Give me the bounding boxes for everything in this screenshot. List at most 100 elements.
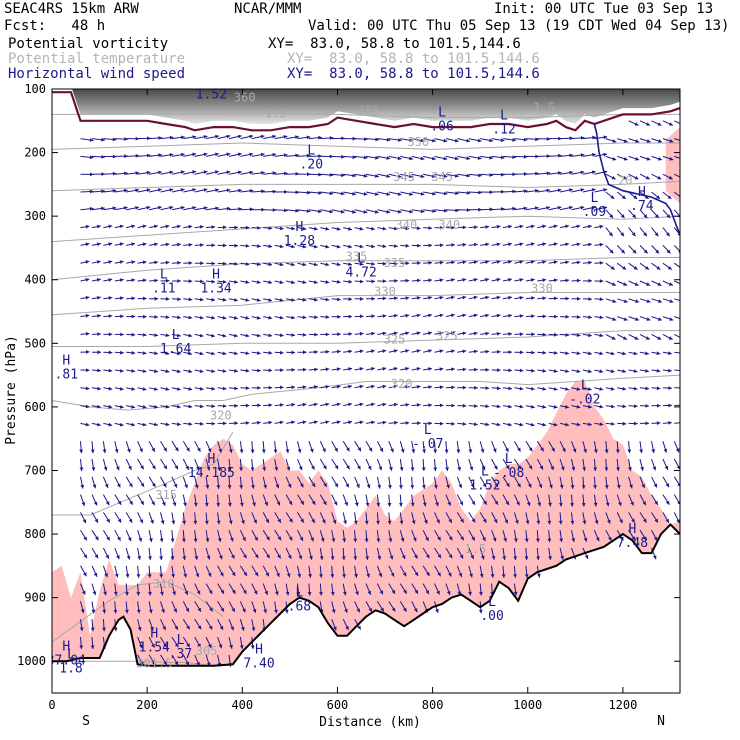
wind-vector-head: [669, 139, 674, 143]
wind-vector-head: [610, 404, 615, 409]
wind-vector: [457, 331, 467, 336]
wind-vector: [80, 529, 88, 541]
wind-vector-head: [102, 609, 107, 614]
wind-vector-head: [128, 518, 133, 523]
wind-vector: [616, 458, 620, 472]
wind-vector-head: [492, 448, 497, 453]
wind-vector-head: [506, 483, 510, 487]
wind-vector-head: [576, 278, 581, 283]
wind-vector-head: [553, 387, 558, 391]
wind-vector: [286, 333, 296, 337]
wind-vector: [639, 262, 650, 271]
wind-vector: [79, 637, 84, 650]
wind-vector-head: [540, 447, 544, 452]
wind-vector-head: [391, 607, 396, 612]
wind-vector-head: [348, 244, 352, 249]
wind-vector: [571, 404, 581, 409]
wind-vector: [205, 565, 212, 578]
wind-vector: [628, 245, 637, 254]
wind-vector: [628, 333, 639, 340]
wind-vector: [560, 314, 570, 319]
wind-vector-head: [101, 155, 105, 159]
wind-vector-head: [297, 449, 302, 453]
wind-vector-head: [611, 282, 616, 286]
wind-vector: [297, 153, 311, 158]
wind-vector: [422, 313, 433, 318]
wind-vector-head: [413, 608, 418, 613]
wind-vector-head: [211, 421, 216, 426]
wind-vector-head: [485, 368, 490, 372]
extremum-type: L: [357, 252, 365, 267]
wind-vector-head: [386, 209, 391, 214]
wind-vector-head: [474, 385, 478, 390]
wind-vector-head: [376, 538, 381, 543]
wind-vector: [491, 386, 501, 391]
wind-vector: [149, 260, 159, 265]
wind-vector: [171, 565, 175, 578]
wind-vector-head: [207, 572, 212, 577]
wind-vector: [365, 476, 371, 489]
contour-label: 1.5: [534, 100, 556, 114]
wind-vector: [559, 530, 564, 543]
wind-vector: [228, 261, 238, 266]
wind-vector-head: [443, 138, 448, 143]
wind-vector: [216, 512, 221, 525]
wind-vector: [525, 422, 535, 427]
wind-vector-head: [196, 590, 201, 595]
wind-vector: [262, 565, 270, 577]
wind-vector-shaft: [673, 245, 680, 253]
wind-vector-head: [136, 592, 141, 596]
wind-vector: [114, 494, 122, 506]
wind-vector: [274, 350, 284, 355]
wind-vector-head: [485, 242, 490, 247]
wind-vector: [91, 476, 97, 489]
wind-vector: [559, 387, 570, 391]
wind-vector: [228, 188, 242, 193]
wind-vector-head: [341, 173, 345, 178]
wind-vector-head: [268, 244, 273, 249]
wind-vector: [502, 476, 510, 488]
wind-vector: [468, 367, 478, 372]
contour-label: 340: [438, 218, 460, 232]
wind-vector-head: [542, 242, 547, 247]
wind-vector-head: [664, 465, 669, 470]
wind-vector: [422, 494, 427, 507]
forecast-hour: Fcst: 48 h: [4, 18, 106, 34]
theta-contour-340: [52, 215, 680, 243]
wind-vector-head: [569, 136, 574, 141]
wind-vector: [239, 441, 244, 454]
wind-vector-head: [313, 226, 318, 231]
wind-vector: [354, 262, 364, 266]
wind-vector-head: [314, 315, 318, 320]
wind-vector: [217, 351, 227, 356]
wind-vector-head: [199, 386, 204, 391]
wind-vector-head: [140, 500, 144, 505]
wind-vector-head: [184, 484, 188, 489]
wind-vector: [673, 494, 680, 506]
wind-vector: [206, 386, 216, 391]
wind-vector-head: [654, 232, 659, 237]
wind-vector: [297, 547, 303, 560]
wind-vector: [80, 206, 94, 211]
wind-vector-head: [565, 296, 570, 301]
wind-vector-head: [599, 261, 604, 265]
wind-vector: [536, 476, 543, 489]
wind-vector-head: [473, 295, 478, 300]
wind-vector-head: [241, 520, 245, 524]
wind-vector: [331, 173, 345, 178]
wind-vector-head: [645, 386, 649, 391]
wind-vector-head: [348, 279, 353, 284]
wind-vector: [491, 260, 501, 264]
wind-vector-head: [399, 485, 403, 489]
wind-vector-head: [311, 500, 316, 505]
wind-vector: [411, 226, 421, 231]
wind-vector-head: [409, 192, 413, 196]
wind-vector-head: [117, 518, 122, 523]
wind-vector: [114, 242, 124, 247]
wind-vector: [136, 565, 141, 578]
wind-vector: [114, 171, 128, 176]
wind-vector: [445, 458, 449, 471]
wind-vector-head: [634, 282, 639, 286]
wind-vector-head: [668, 386, 672, 390]
wind-vector-head: [291, 333, 295, 337]
